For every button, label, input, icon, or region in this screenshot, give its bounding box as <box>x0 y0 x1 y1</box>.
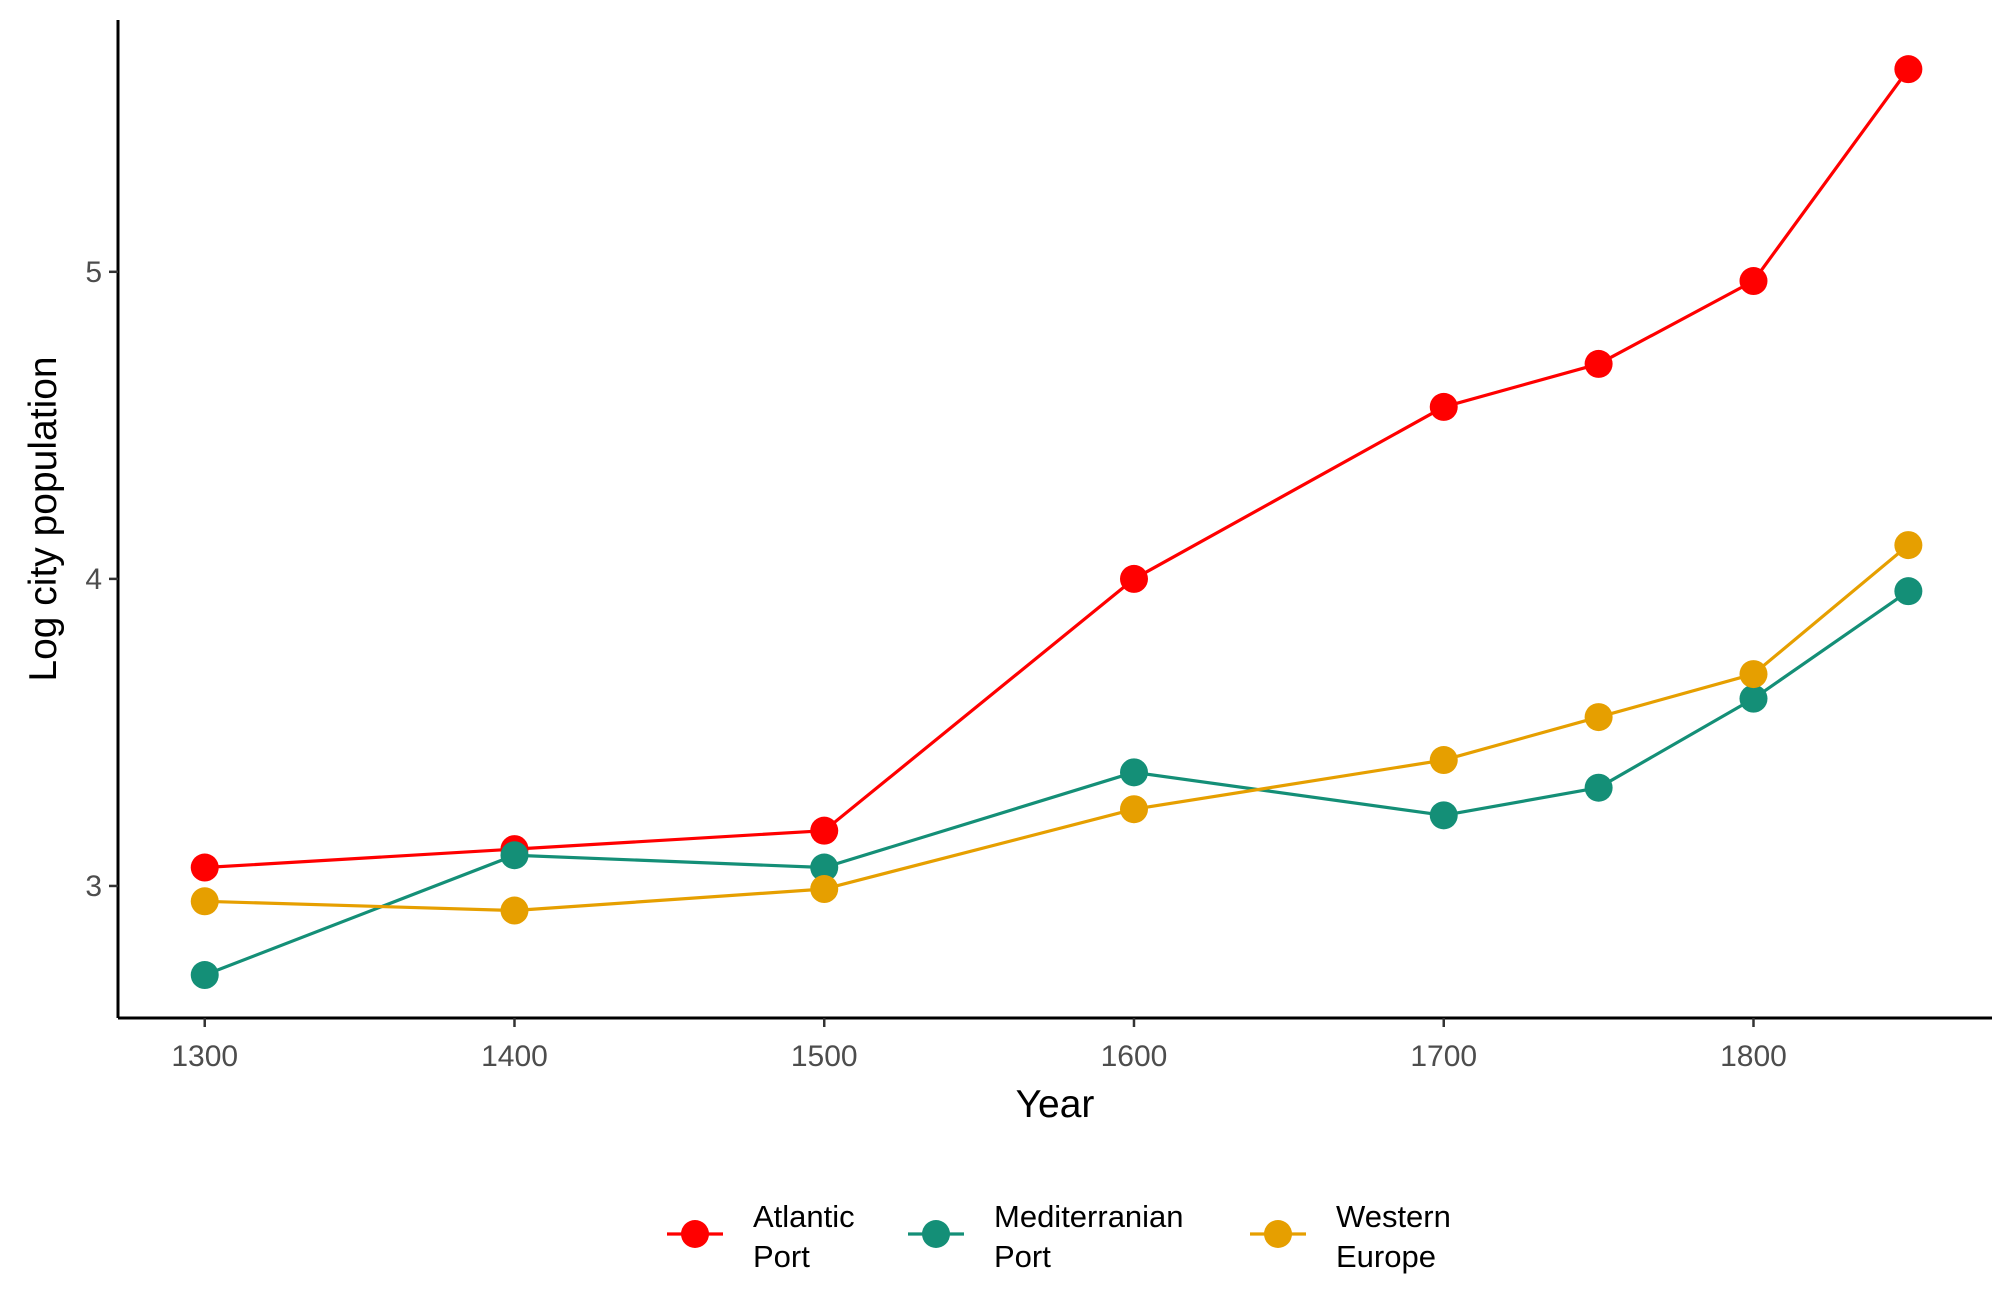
series-line <box>204 543 1910 913</box>
legend-item: Atlantic Port <box>667 1199 855 1274</box>
y-tick-label: 5 <box>85 256 102 289</box>
x-tick-label: 1300 <box>171 1040 238 1073</box>
legend-key-point <box>681 1220 709 1248</box>
x-tick-label: 1800 <box>1720 1040 1787 1073</box>
data-point <box>1894 531 1923 560</box>
y-axis-title: Log city population <box>22 356 65 681</box>
series-1 <box>190 577 1923 990</box>
data-point <box>810 875 839 904</box>
data-point <box>1584 349 1613 378</box>
data-point <box>810 853 839 882</box>
data-point <box>1119 758 1148 787</box>
data-point <box>1584 773 1613 802</box>
series-0 <box>190 55 1923 882</box>
y-tick-label: 4 <box>85 563 102 596</box>
data-point <box>1119 795 1148 824</box>
x-tick-label: 1400 <box>481 1040 548 1073</box>
data-point <box>500 841 529 870</box>
y-axis-ticks: 3 4 5 <box>85 256 118 903</box>
data-point <box>1894 55 1923 84</box>
x-tick-label: 1500 <box>791 1040 858 1073</box>
series-line <box>204 68 1910 870</box>
series-2 <box>190 531 1923 925</box>
legend: Atlantic Port Mediterranian Port Western Euro… <box>667 1199 1451 1274</box>
series-line <box>204 589 1910 977</box>
data-point <box>1119 564 1148 593</box>
x-tick-label: 1700 <box>1410 1040 1477 1073</box>
x-axis-ticks: 1300 1400 1500 1600 1700 1800 <box>171 1018 1787 1073</box>
x-axis-title: Year <box>1016 1083 1095 1126</box>
x-tick-label: 1600 <box>1101 1040 1168 1073</box>
y-tick-label: 3 <box>85 870 102 903</box>
data-point <box>500 896 529 925</box>
legend-label: Western <box>1336 1199 1451 1234</box>
legend-label: Port <box>753 1239 810 1274</box>
data-point <box>810 816 839 845</box>
legend-label: Port <box>994 1239 1051 1274</box>
data-point <box>1894 577 1923 606</box>
data-point <box>1739 267 1768 296</box>
data-point <box>1739 684 1768 713</box>
data-point <box>190 853 219 882</box>
legend-label: Mediterranian <box>994 1199 1184 1234</box>
data-point <box>1429 801 1458 830</box>
data-point <box>1739 660 1768 689</box>
data-point <box>1429 746 1458 775</box>
legend-key-point <box>1264 1220 1292 1248</box>
legend-label: Europe <box>1336 1239 1436 1274</box>
legend-item: Western Europe <box>1250 1199 1451 1274</box>
data-point <box>1429 392 1458 421</box>
legend-item: Mediterranian Port <box>908 1199 1184 1274</box>
data-point <box>1584 703 1613 732</box>
data-point <box>190 887 219 916</box>
series-layer <box>190 55 1923 990</box>
data-point <box>190 961 219 990</box>
legend-key-point <box>922 1220 950 1248</box>
legend-label: Atlantic <box>753 1199 855 1234</box>
